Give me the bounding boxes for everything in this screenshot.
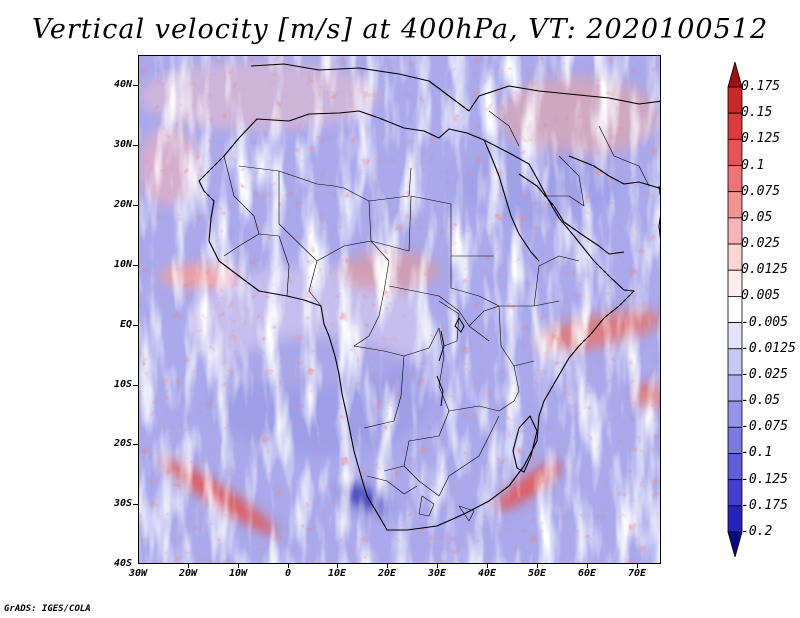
field-speckle (139, 56, 660, 563)
colorbar-segment (727, 479, 743, 507)
map-title: Vertical velocity [m/s] at 400hPa, VT: 2… (31, 14, 769, 45)
colorbar-label: 0.0125 (741, 262, 788, 278)
lon-label-10w: 10W (228, 568, 248, 579)
colorbar-label: 0.175 (741, 79, 781, 94)
colorbar-segment (727, 505, 743, 533)
colorbar-segment (727, 191, 743, 219)
colorbar-label: -0.1 (741, 445, 773, 461)
colorbar-segment (727, 269, 743, 297)
lon-label-0: 0 (284, 568, 292, 579)
lon-label-30e: 30E (427, 568, 447, 579)
colorbar-segment (727, 400, 743, 428)
colorbar-label: 0.025 (741, 236, 781, 252)
lakes (436, 316, 465, 407)
lat-label-20s: 20S (113, 438, 132, 449)
colorbar-segment (727, 217, 743, 245)
colorbar-label: 0.075 (741, 183, 781, 199)
colorbar-segment (727, 165, 743, 193)
lat-label-20n: 20N (113, 199, 132, 210)
lat-label-40n: 40N (113, 79, 132, 90)
lon-label-10e: 10E (327, 568, 347, 579)
colorbar-segment (727, 138, 743, 166)
lon-label-70e: 70E (627, 568, 647, 579)
colorbar-segment (727, 86, 743, 114)
lon-label-20w: 20W (178, 568, 198, 579)
lon-label-30w: 30W (128, 568, 148, 579)
colorbar-segment (727, 322, 743, 350)
colorbar-segment (727, 112, 743, 140)
colorbar-label: -0.005 (741, 314, 788, 330)
lat-label-30n: 30N (113, 139, 132, 150)
colorbar-label: 0.005 (741, 288, 781, 304)
colorbar-label: 0.125 (741, 131, 781, 147)
colorbar-segment (727, 296, 743, 323)
colorbar-label: -0.175 (741, 497, 788, 513)
colorbar-label: -0.2 (741, 524, 773, 539)
lat-label-30s: 30S (113, 498, 132, 509)
colorbar-segment (727, 374, 743, 402)
country-boundaries (223, 110, 650, 522)
map-panel (138, 55, 661, 564)
colorbar-segment (727, 348, 743, 376)
colorbar-bottom-arrow (727, 531, 743, 557)
colorbar-label: 0.05 (741, 209, 773, 225)
lat-label-10s: 10S (113, 379, 132, 390)
lon-label-50e: 50E (527, 568, 547, 579)
lat-label-eq: EQ (119, 319, 132, 330)
colorbar (727, 62, 743, 557)
lat-label-40s: 40S (113, 558, 132, 569)
colorbar-segment (727, 453, 743, 481)
lon-label-20e: 20E (377, 568, 397, 579)
lon-label-40e: 40E (477, 568, 497, 579)
colorbar-label: 0.15 (741, 105, 773, 121)
colorbar-label: 0.1 (741, 157, 765, 173)
colorbar-label: -0.125 (741, 471, 788, 487)
colorbar-label: -0.025 (741, 366, 788, 382)
colorbar-label: -0.0125 (741, 340, 796, 356)
colorbar-segment (727, 426, 743, 454)
colorbar-label: -0.05 (741, 393, 781, 409)
lon-label-60e: 60E (577, 568, 597, 579)
colorbar-segment (727, 243, 743, 271)
colorbar-label: -0.075 (741, 419, 788, 435)
coastlines (198, 63, 660, 531)
colorbar-top-arrow (727, 62, 743, 88)
vertical-velocity-field (139, 56, 660, 563)
lat-label-10n: 10N (113, 259, 132, 270)
grads-credit: GrADS: IGES/COLA (4, 604, 91, 614)
